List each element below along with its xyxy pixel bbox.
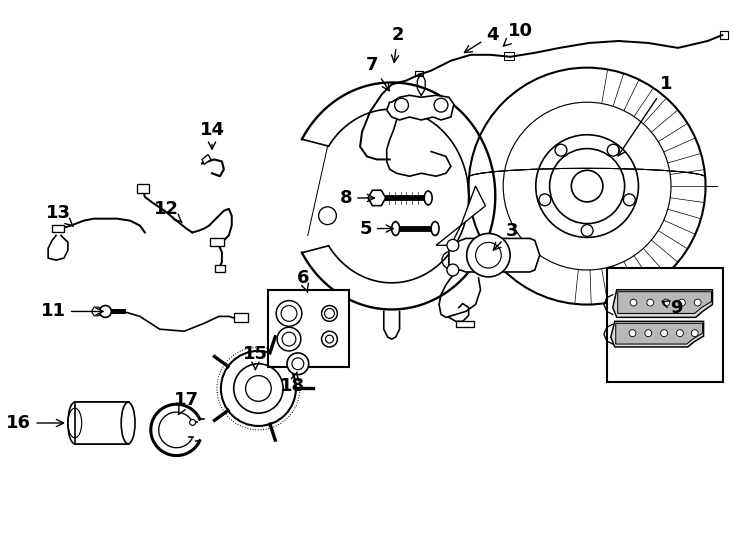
Circle shape (677, 330, 683, 336)
Circle shape (645, 330, 652, 336)
Text: 11: 11 (41, 302, 103, 320)
Bar (75, 402, 129, 444)
Circle shape (691, 330, 698, 336)
Text: 5: 5 (360, 220, 393, 238)
Circle shape (647, 299, 654, 306)
Circle shape (623, 194, 635, 206)
Text: 4: 4 (465, 26, 498, 52)
Circle shape (321, 306, 338, 321)
Text: 8: 8 (340, 189, 374, 207)
Circle shape (607, 144, 619, 156)
Polygon shape (436, 186, 485, 245)
Bar (456, 321, 473, 327)
Circle shape (447, 239, 459, 251)
Text: 13: 13 (46, 204, 73, 226)
Circle shape (276, 301, 302, 326)
Ellipse shape (431, 221, 439, 235)
Bar (607, 268, 723, 382)
Polygon shape (92, 307, 101, 316)
Circle shape (630, 299, 637, 306)
Circle shape (434, 98, 448, 112)
Text: 1: 1 (618, 76, 672, 156)
Polygon shape (613, 290, 713, 318)
Ellipse shape (392, 221, 399, 235)
Text: 17: 17 (174, 392, 199, 415)
Bar (415, 71, 424, 76)
Bar (137, 184, 149, 193)
Polygon shape (449, 239, 539, 272)
Text: 10: 10 (504, 22, 532, 46)
Polygon shape (387, 95, 454, 120)
Circle shape (321, 331, 338, 347)
Circle shape (277, 327, 301, 351)
Polygon shape (618, 292, 711, 313)
Circle shape (395, 98, 408, 112)
Circle shape (221, 351, 296, 426)
Text: 12: 12 (154, 200, 182, 222)
Bar (210, 239, 224, 246)
Bar (504, 52, 514, 60)
Bar (215, 265, 225, 272)
Bar (52, 225, 64, 233)
Polygon shape (202, 154, 211, 164)
Circle shape (100, 306, 112, 318)
Bar (268, 290, 349, 367)
Text: 14: 14 (200, 121, 225, 149)
Text: 7: 7 (366, 56, 389, 91)
Text: 6: 6 (297, 269, 309, 292)
Circle shape (189, 420, 195, 426)
Circle shape (555, 144, 567, 156)
Circle shape (467, 233, 510, 277)
Circle shape (581, 225, 593, 237)
Text: 18: 18 (280, 372, 305, 395)
Ellipse shape (121, 402, 135, 444)
Circle shape (571, 170, 603, 202)
Text: 3: 3 (493, 221, 518, 250)
Text: 9: 9 (662, 299, 682, 316)
Ellipse shape (424, 191, 432, 205)
Polygon shape (368, 190, 386, 206)
Bar (233, 313, 247, 322)
Polygon shape (616, 323, 702, 344)
Circle shape (539, 194, 550, 206)
Circle shape (287, 353, 309, 375)
Circle shape (661, 330, 667, 336)
Text: 16: 16 (7, 414, 64, 432)
Polygon shape (611, 321, 704, 347)
Ellipse shape (68, 402, 81, 444)
Circle shape (694, 299, 701, 306)
Bar (720, 31, 728, 39)
Text: 15: 15 (243, 345, 268, 369)
Circle shape (663, 299, 669, 306)
Circle shape (447, 264, 459, 276)
Circle shape (678, 299, 686, 306)
Circle shape (629, 330, 636, 336)
Text: 2: 2 (391, 26, 404, 62)
